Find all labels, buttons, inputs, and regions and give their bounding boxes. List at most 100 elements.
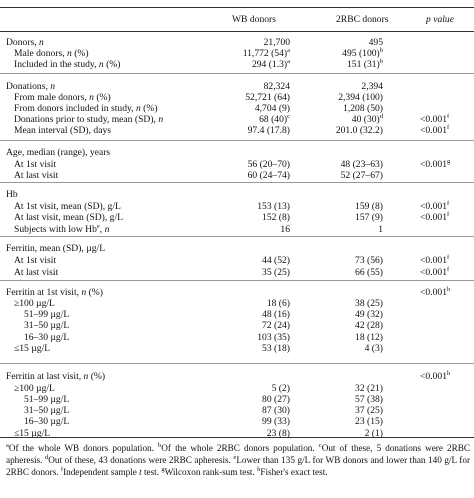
- cell-wb-donors: 5 (2): [271, 383, 290, 394]
- footnote-marker: c: [287, 112, 290, 120]
- table-row: From male donors, n (%) 52,721 (64) 2,394 …: [0, 92, 474, 103]
- row-label: Mean interval (SD), days: [14, 125, 111, 136]
- cell-wb-donors: 72 (24): [262, 320, 290, 331]
- row-label: Male donors, n (%): [14, 48, 89, 59]
- row-label: Donations, n: [6, 81, 56, 92]
- cell-wb-donors: 87 (30): [262, 405, 290, 416]
- cell-2rbc-donors: 23 (15): [355, 416, 383, 427]
- table-row: Donations, n 82,324 2,394: [0, 81, 474, 92]
- cell-wb-donors: 97.4 (17.8): [247, 125, 290, 136]
- cell-2rbc-donors: 52 (27–67): [340, 170, 383, 181]
- cell-wb-donors: 18 (6): [266, 298, 290, 309]
- footnote-marker: f: [447, 123, 450, 131]
- row-label: ≤15 µg/L: [14, 343, 51, 354]
- cell-2rbc-donors: 157 (9): [355, 212, 383, 223]
- table-row: 51–99 µg/L 48 (16) 49 (32): [0, 309, 474, 320]
- row-label: Age, median (range), years: [6, 147, 111, 158]
- footnote-marker: f: [447, 210, 450, 218]
- row-label: 31–50 µg/L: [24, 405, 70, 416]
- table-row: Male donors, n (%) 11,772 (54)a 495 (100)b: [0, 46, 474, 59]
- cell-2rbc-donors: 40 (30)d: [351, 112, 383, 125]
- table-row: Ferritin, mean (SD), µg/L: [0, 243, 474, 254]
- cell-p-value: <0.001h: [420, 285, 451, 298]
- table-row: Donors, n 21,700 495: [0, 37, 474, 48]
- cell-wb-donors: 35 (25): [262, 267, 290, 278]
- cell-wb-donors: 23 (8): [266, 428, 290, 439]
- cell-2rbc-donors: 4 (3): [364, 343, 383, 354]
- cell-2rbc-donors: 66 (55): [355, 267, 383, 278]
- row-label: Hb: [6, 189, 18, 200]
- footnote-f: Independent sample t test.: [63, 466, 160, 477]
- cell-p-value: <0.001f: [420, 210, 450, 223]
- bottom-rule: [0, 437, 474, 438]
- row-label: At 1st visit, mean (SD), g/L: [14, 201, 121, 212]
- cell-2rbc-donors: 495: [368, 37, 383, 48]
- table-row: From donors included in study, n (%) 4,70…: [0, 103, 474, 114]
- cell-2rbc-donors: 159 (8): [355, 201, 383, 212]
- header-2rbc-donors: 2RBC donors: [336, 14, 389, 25]
- table-row: ≥100 µg/L 18 (6) 38 (25): [0, 298, 474, 309]
- row-label: At last visit: [14, 267, 59, 278]
- table-row: Mean interval (SD), days 97.4 (17.8) 201.0…: [0, 123, 474, 136]
- footnote-b: Of the whole 2RBC donors population.: [161, 443, 315, 453]
- cell-2rbc-donors: 151 (31)b: [346, 57, 383, 70]
- row-label: Donors, n: [6, 37, 44, 48]
- cell-p-value: <0.001f: [420, 265, 450, 278]
- table-row: At 1st visit 56 (20–70) 48 (23–63) <0.001g: [0, 158, 474, 170]
- cell-wb-donors: 11,772 (54)a: [242, 46, 290, 59]
- section-divider: [0, 363, 474, 364]
- cell-wb-donors: 21,700: [263, 37, 290, 48]
- cell-wb-donors: 152 (8): [262, 212, 290, 223]
- cell-2rbc-donors: 18 (12): [355, 332, 383, 343]
- table-row: 51–99 µg/L 80 (27) 57 (38): [0, 394, 474, 405]
- cell-wb-donors: 53 (18): [262, 343, 290, 354]
- row-label: Ferritin at last visit, n (%): [6, 371, 106, 382]
- row-label: ≥100 µg/L: [14, 298, 55, 309]
- section-divider: [0, 140, 474, 141]
- section-divider: [0, 280, 474, 281]
- footnote-d: Out of these, 43 donations were 2RBC aph…: [48, 454, 231, 465]
- table-row: ≤15 µg/L 53 (18) 4 (3): [0, 343, 474, 354]
- footnote-g: Wilcoxon rank-sum test.: [164, 466, 255, 477]
- cell-p-value: <0.001h: [420, 369, 451, 382]
- cell-wb-donors: 99 (33): [262, 416, 290, 427]
- cell-wb-donors: 68 (40)c: [259, 112, 290, 125]
- table-row: Donations prior to study, mean (SD), n 68…: [0, 112, 474, 125]
- table-row: ≤15 µg/L 23 (8) 2 (1): [0, 428, 474, 439]
- footnote-marker: f: [447, 253, 450, 261]
- row-label: Ferritin at 1st visit, n (%): [6, 287, 103, 298]
- row-label: At 1st visit: [14, 159, 57, 170]
- table-row: At last visit, mean (SD), g/L 152 (8) 157 …: [0, 210, 474, 223]
- cell-2rbc-donors: 57 (38): [355, 394, 383, 405]
- cell-wb-donors: 82,324: [263, 81, 290, 92]
- cell-2rbc-donors: 48 (23–63): [340, 159, 383, 170]
- cell-2rbc-donors: 37 (25): [355, 405, 383, 416]
- header-p-value: p value: [426, 14, 454, 25]
- footnote-marker: h: [447, 285, 451, 293]
- footnote-marker: a: [287, 57, 290, 65]
- cell-2rbc-donors: 2,394 (100): [338, 92, 383, 103]
- cell-2rbc-donors: 495 (100)b: [342, 46, 383, 59]
- table-row: 16–30 µg/L 99 (33) 23 (15): [0, 416, 474, 427]
- cell-2rbc-donors: 73 (56): [355, 255, 383, 266]
- table-row: Ferritin at 1st visit, n (%) <0.001h: [0, 285, 474, 298]
- cell-wb-donors: 56 (20–70): [247, 159, 290, 170]
- cell-2rbc-donors: 2 (1): [364, 428, 383, 439]
- table-row: 31–50 µg/L 72 (24) 42 (28): [0, 320, 474, 331]
- footnote-marker: f: [447, 199, 450, 207]
- row-label: 16–30 µg/L: [24, 332, 70, 343]
- row-label: Included in the study, n (%): [14, 59, 121, 70]
- section-divider: [0, 236, 474, 237]
- footnote-e: Lower than 135 g/L for WB donors and low…: [6, 454, 471, 477]
- footnote-marker: h: [447, 369, 451, 377]
- row-label: Subjects with low Hbe, n: [14, 222, 110, 235]
- cell-2rbc-donors: 1: [378, 224, 383, 235]
- section-divider: [0, 73, 474, 74]
- table-row: Included in the study, n (%) 294 (1.3)a 15…: [0, 57, 474, 70]
- cell-2rbc-donors: 2,394: [361, 81, 383, 92]
- table-row: At last visit 35 (25) 66 (55) <0.001f: [0, 265, 474, 278]
- cell-2rbc-donors: 42 (28): [355, 320, 383, 331]
- table-row: Subjects with low Hbe, n 16 1: [0, 222, 474, 235]
- row-label: ≤15 µg/L: [14, 428, 51, 439]
